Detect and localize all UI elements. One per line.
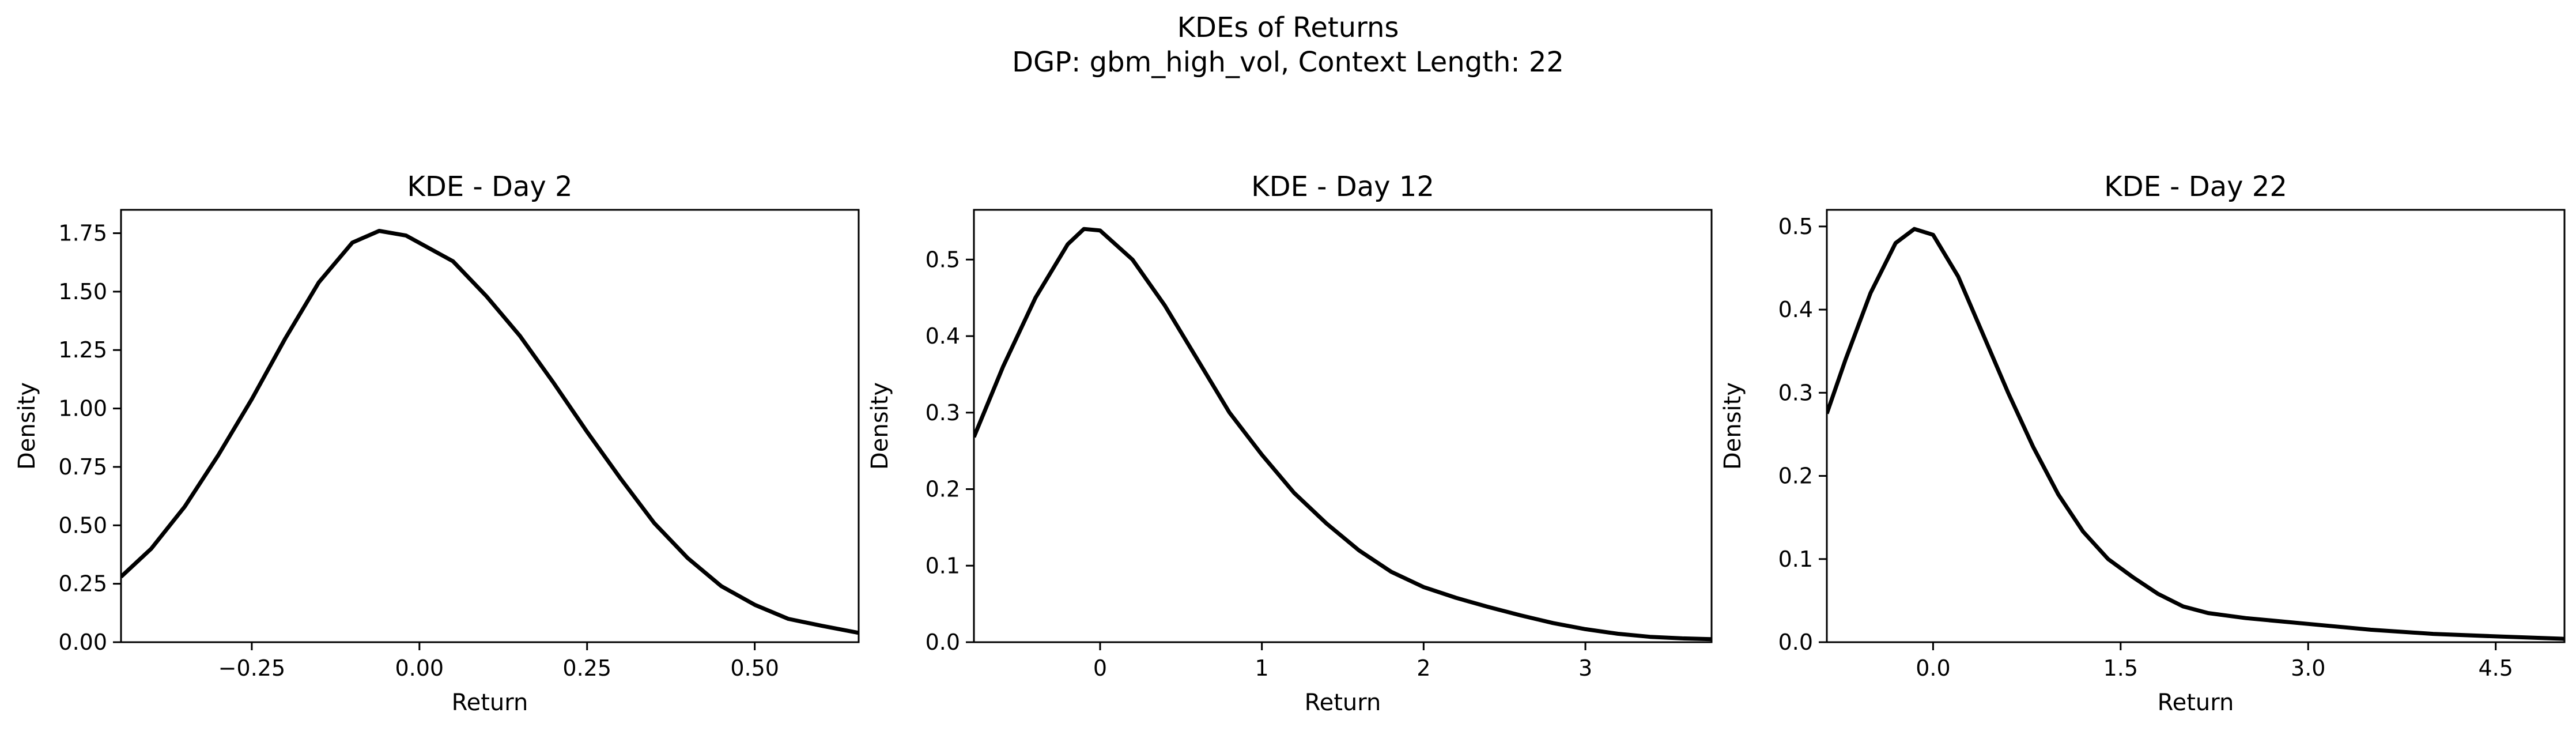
y-axis-label: Density [1720, 382, 1746, 470]
y-tick-label: 0.1 [1778, 546, 1813, 572]
axes-frame [973, 209, 1713, 643]
y-tick-label: 0.0 [1778, 630, 1813, 655]
x-tick-label: 0.00 [395, 655, 444, 681]
y-tick-label: 0.50 [58, 512, 107, 538]
x-tick-label: 0 [1093, 655, 1107, 681]
kde-line [974, 227, 1712, 642]
y-tick-label: 1.50 [58, 279, 107, 304]
x-tick-label: −0.25 [218, 655, 285, 681]
y-tick-label: 0.3 [1778, 380, 1813, 405]
figure-title: KDEs of Returns [1177, 12, 1399, 44]
x-axis-label: Return [2158, 689, 2234, 716]
y-axis-label: Density [14, 382, 40, 470]
y-axis-label: Density [867, 382, 893, 470]
figure-subtitle: DGP: gbm_high_vol, Context Length: 22 [1012, 46, 1564, 78]
panel-title: KDE - Day 12 [1251, 171, 1434, 203]
y-tick-label: 0.5 [1778, 214, 1813, 239]
x-tick-label: 1.5 [2103, 655, 2138, 681]
y-tick-label: 0.75 [58, 454, 107, 480]
panels: KDE - Day 2−0.25 0.00 0.25 0.500.000.250.50… [14, 171, 2566, 716]
x-tick-label: 3 [1578, 655, 1592, 681]
x-tick-label: 2 [1417, 655, 1430, 681]
x-tick-label: 1 [1255, 655, 1269, 681]
kde-line [121, 229, 859, 635]
y-tick-label: 0.3 [926, 400, 960, 425]
chart-panel-3: KDE - Day 22 0.0 1.5 3.0 4.5 0.0 0.1 0.2 0.3 0.4 0… [1720, 171, 2566, 716]
panel-title: KDE - Day 2 [407, 171, 572, 203]
x-tick-label: 0.0 [1916, 655, 1950, 681]
axes-frame [120, 209, 860, 643]
y-tick-label: 1.00 [58, 396, 107, 421]
axes-frame [1826, 209, 2566, 643]
y-tick-label: 0.2 [926, 477, 960, 502]
y-tick-label: 0.00 [58, 630, 107, 655]
y-tick-label: 1.75 [58, 221, 107, 246]
y-tick-label: 1.25 [58, 337, 107, 363]
x-axis-label: Return [1305, 689, 1381, 716]
y-tick-label: 0.2 [1778, 463, 1813, 489]
x-tick-label: 0.50 [730, 655, 779, 681]
x-tick-label: 4.5 [2478, 655, 2513, 681]
x-tick-label: 0.25 [562, 655, 611, 681]
panel-title: KDE - Day 22 [2104, 171, 2287, 203]
kde-line [1827, 227, 2564, 641]
y-tick-label: 0.4 [926, 323, 960, 349]
y-tick-label: 0.0 [926, 630, 960, 655]
y-tick-label: 0.25 [58, 571, 107, 597]
chart-panel-1: KDE - Day 2 −0.25 0.00 0.25 0.50 0.00 0.25 0.50… [14, 171, 860, 716]
y-tick-label: 0.5 [926, 247, 960, 272]
chart-panel-2: KDE - Day 12 0 1 2 3 0.0 0.1 0.2 0.3 0.4 0.5 Return… [867, 171, 1713, 716]
y-tick-label: 0.4 [1778, 297, 1813, 322]
x-tick-label: 3.0 [2291, 655, 2325, 681]
y-tick-label: 0.1 [926, 553, 960, 578]
x-axis-label: Return [452, 689, 528, 716]
